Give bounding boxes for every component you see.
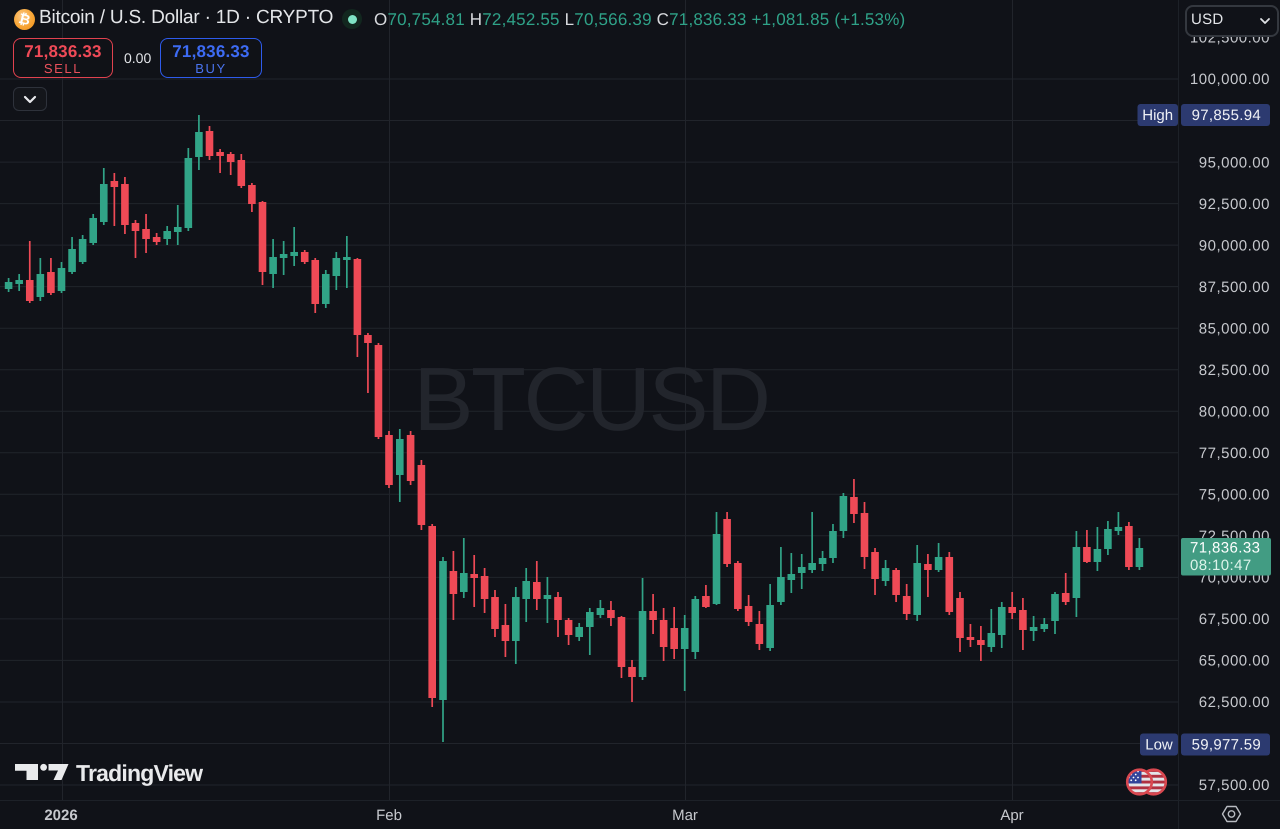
svg-text:90,000.00: 90,000.00 [1199, 237, 1270, 254]
svg-text:100,000.00: 100,000.00 [1190, 71, 1270, 88]
svg-text:75,000.00: 75,000.00 [1199, 487, 1270, 504]
svg-text:TradingView: TradingView [76, 762, 203, 786]
svg-text:57,500.00: 57,500.00 [1199, 777, 1270, 794]
svg-text:77,500.00: 77,500.00 [1199, 445, 1270, 462]
svg-text:97,855.94: 97,855.94 [1192, 107, 1261, 124]
svg-text:85,000.00: 85,000.00 [1199, 320, 1270, 337]
svg-text:08:10:47: 08:10:47 [1190, 557, 1252, 574]
svg-text:65,000.00: 65,000.00 [1199, 653, 1270, 670]
svg-text:2026: 2026 [44, 807, 77, 824]
svg-text:71,836.33: 71,836.33 [1190, 540, 1260, 557]
svg-text:67,500.00: 67,500.00 [1199, 611, 1270, 628]
svg-text:92,500.00: 92,500.00 [1199, 196, 1270, 213]
svg-text:82,500.00: 82,500.00 [1199, 362, 1270, 379]
svg-text:Apr: Apr [1000, 807, 1023, 824]
svg-text:BTCUSD: BTCUSD [413, 350, 768, 450]
svg-text:59,977.59: 59,977.59 [1192, 737, 1261, 754]
svg-text:62,500.00: 62,500.00 [1199, 694, 1270, 711]
svg-text:Mar: Mar [672, 807, 698, 824]
svg-text:Low: Low [1145, 737, 1173, 754]
svg-text:Feb: Feb [376, 807, 402, 824]
svg-text:High: High [1142, 107, 1173, 124]
svg-text:95,000.00: 95,000.00 [1199, 154, 1270, 171]
svg-text:80,000.00: 80,000.00 [1199, 403, 1270, 420]
svg-text:87,500.00: 87,500.00 [1199, 279, 1270, 296]
